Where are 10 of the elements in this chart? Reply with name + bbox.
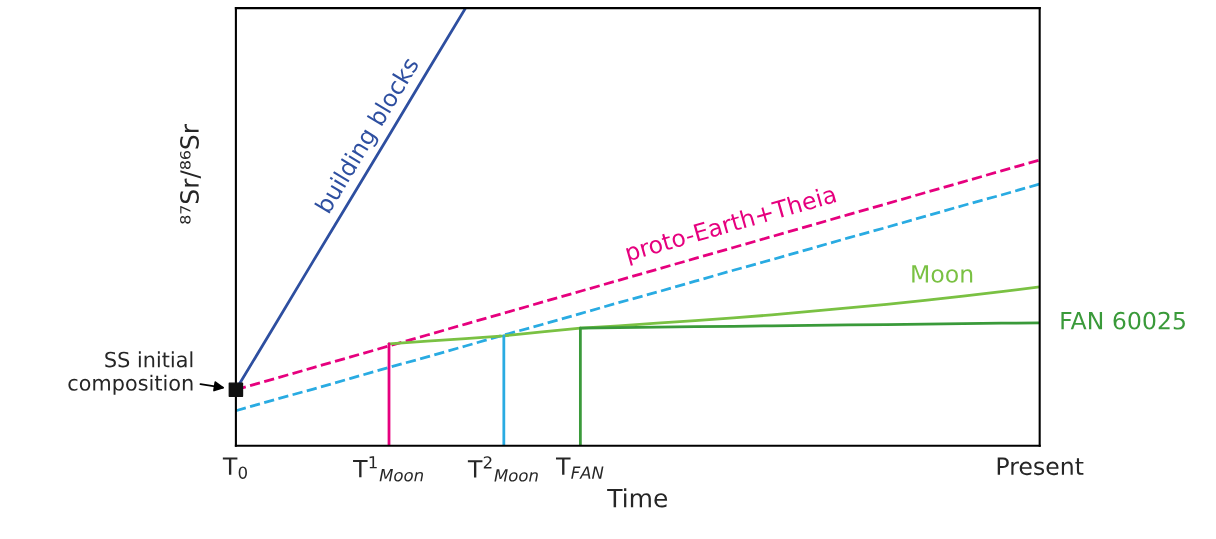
x-tick-label: T$_{FAN}$: [555, 457, 604, 479]
x-tick-label: T$^{1}$$_{Moon}$: [353, 456, 423, 482]
series-label: FAN 60025: [1061, 311, 1185, 330]
annotation: SS initial composition: [68, 351, 193, 395]
x-tick-label: Present: [997, 457, 1084, 476]
x-tick-label: T$_{0}$: [222, 457, 247, 479]
y-axis-title: ⁸⁷Sr/⁸⁶Sr: [180, 124, 201, 224]
x-tick-label: T$^{2}$$_{Moon}$: [467, 456, 538, 482]
x-axis-title: Time: [607, 488, 668, 508]
series-label: Moon: [912, 265, 973, 283]
